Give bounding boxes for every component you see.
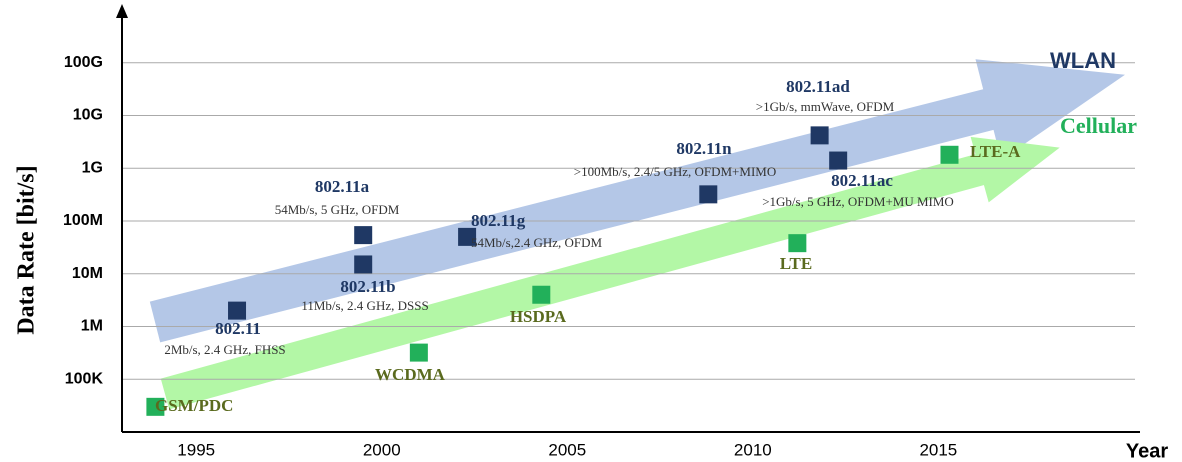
x-axis-title: Year: [1126, 440, 1168, 462]
x-tick-label: 2000: [363, 440, 401, 459]
point-label: 802.11b: [340, 277, 395, 296]
data-point: [532, 285, 551, 304]
y-tick-label: 1M: [81, 318, 103, 335]
data-point: [228, 301, 247, 320]
point-label: 802.11n: [676, 139, 732, 158]
point-note: >100Mb/s, 2.4/5 GHz, OFDM+MIMO: [574, 164, 776, 179]
y-tick-label: 100G: [64, 54, 103, 71]
series-label: WLAN: [1050, 48, 1116, 73]
data-point: [146, 397, 165, 416]
point-note: 54Mb/s, 5 GHz, OFDM: [275, 202, 400, 217]
point-label: WCDMA: [375, 365, 446, 384]
point-label: 802.11ac: [831, 171, 893, 190]
wlan-arrow: [149, 59, 1125, 343]
data-point: [699, 185, 718, 204]
point-label: GSM/PDC: [155, 396, 233, 415]
y-axis-title: Data Rate [bit/s]: [14, 165, 40, 334]
data-point: [940, 145, 959, 164]
data-point: [354, 255, 373, 274]
point-note: >1Gb/s, 5 GHz, OFDM+MU MIMO: [762, 194, 954, 209]
point-label: HSDPA: [510, 307, 567, 326]
x-tick-label: 1995: [177, 440, 215, 459]
y-tick-label: 1G: [82, 159, 103, 176]
x-tick-label: 2005: [548, 440, 586, 459]
point-note: 11Mb/s, 2.4 GHz, DSSS: [301, 298, 428, 313]
data-point: [458, 227, 477, 246]
y-tick-label: 10M: [72, 265, 103, 282]
data-point: [409, 343, 428, 362]
data-point: [829, 151, 848, 170]
point-label: LTE-A: [970, 142, 1021, 161]
point-label: 802.11ad: [786, 77, 850, 96]
point-note: 54Mb/s,2.4 GHz, OFDM: [471, 235, 603, 250]
y-tick-label: 100M: [63, 212, 103, 229]
y-axis-arrow: [116, 4, 128, 18]
data-point: [354, 226, 373, 245]
series-label: Cellular: [1060, 113, 1137, 138]
y-tick-label: 10G: [73, 107, 103, 124]
point-label: 802.11g: [471, 211, 526, 230]
point-label: 802.11: [215, 319, 261, 338]
data-point: [810, 126, 829, 145]
data-point: [788, 234, 807, 253]
point-label: LTE: [780, 254, 812, 273]
point-note: >1Gb/s, mmWave, OFDM: [756, 99, 895, 114]
y-tick-label: 100K: [65, 370, 104, 387]
point-label: 802.11a: [315, 177, 370, 196]
point-note: 2Mb/s, 2.4 GHz, FHSS: [164, 342, 285, 357]
x-tick-label: 2010: [734, 440, 772, 459]
x-tick-label: 2015: [919, 440, 957, 459]
cellular-arrow: [160, 136, 1060, 410]
